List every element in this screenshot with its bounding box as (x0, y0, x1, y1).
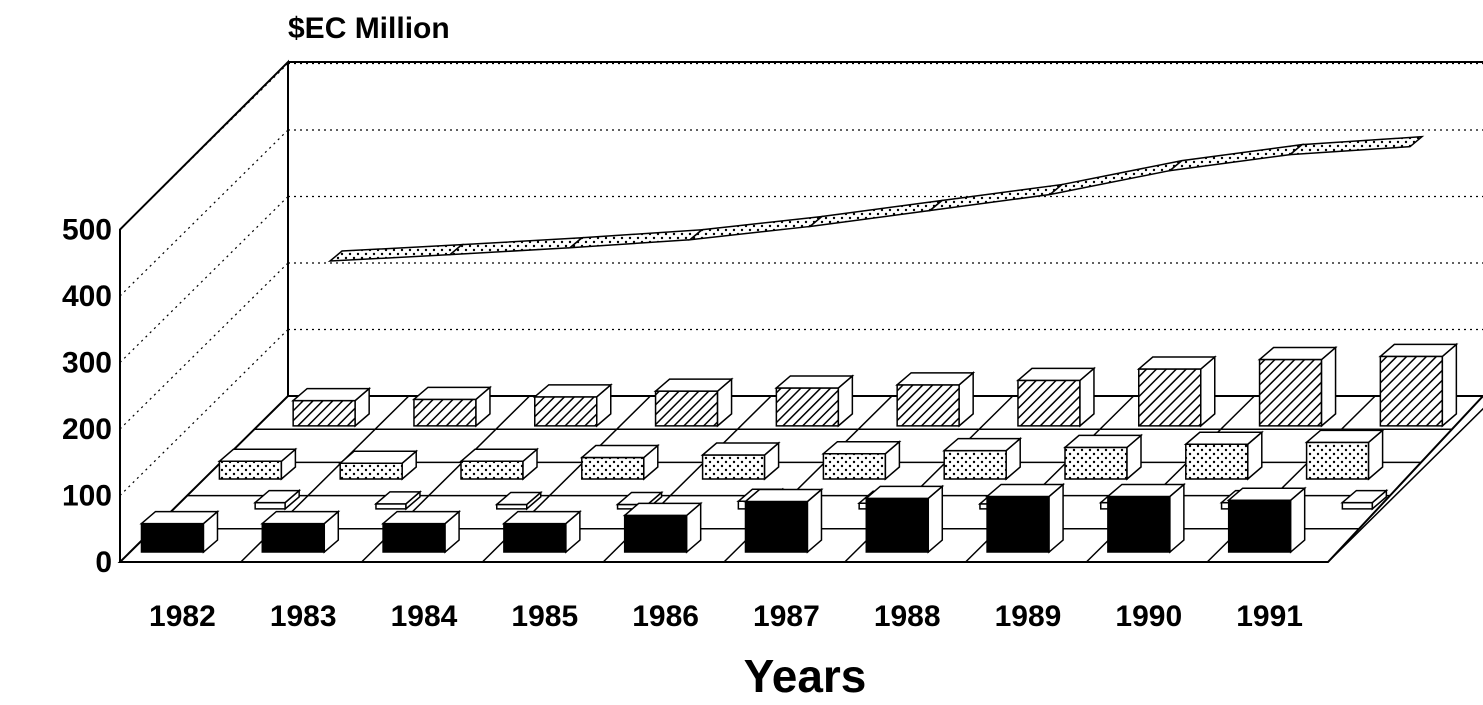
bar-middle (340, 451, 416, 479)
bar-middle (823, 442, 899, 479)
gridlines (120, 64, 1483, 496)
bar-front (866, 486, 942, 552)
bar-middle (1307, 430, 1383, 479)
line-segment (1290, 137, 1422, 155)
x-tick-label: 1988 (874, 600, 941, 633)
bar-middle (703, 443, 779, 479)
bar-middle (1065, 435, 1141, 479)
gridline-wall (120, 197, 288, 363)
x-tick-label: 1990 (1115, 600, 1182, 633)
bar-middle (219, 449, 295, 479)
bars (141, 344, 1456, 552)
bar-back (897, 373, 973, 426)
bar-front (745, 490, 821, 553)
x-tick-label: 1987 (753, 600, 820, 633)
bar-back (656, 379, 732, 426)
bar-middle (461, 449, 537, 479)
bar-front (1229, 488, 1305, 552)
y-tick-label: 200 (62, 413, 112, 446)
bar-back (1380, 344, 1456, 425)
line-segment (930, 185, 1062, 211)
y-tick-label: 100 (62, 480, 112, 513)
y-tick-label: 400 (62, 280, 112, 313)
bar-front-small (255, 491, 299, 509)
x-tick-label: 1983 (270, 600, 337, 633)
bar-front-small (376, 492, 420, 509)
bar-back (1260, 348, 1336, 426)
bar-back (776, 376, 852, 426)
bar-front (141, 512, 217, 552)
x-tick-label: 1984 (391, 600, 458, 633)
bar-back (1139, 357, 1215, 426)
y-tick-label: 0 (95, 546, 112, 579)
line-segment (450, 238, 582, 255)
line-segment (810, 201, 942, 227)
y-tick-labels: 0 100 200 300 400 500 (62, 214, 112, 580)
bar-back (293, 389, 369, 426)
gridline-wall (120, 263, 288, 429)
x-tick-label: 1991 (1236, 600, 1303, 633)
line-segment (1050, 161, 1182, 195)
bar-back (535, 385, 611, 426)
left-wall (120, 62, 288, 562)
bar-front (383, 512, 459, 552)
line-segment (330, 245, 462, 261)
x-tick-label: 1982 (149, 600, 216, 633)
x-tick-label: 1985 (511, 600, 578, 633)
line-segment (570, 230, 702, 248)
x-tick-label: 1989 (995, 600, 1062, 633)
x-axis-title: Years (744, 650, 867, 700)
bar-back (1018, 368, 1094, 425)
line-segment (690, 216, 822, 239)
line-series (330, 137, 1422, 261)
bar-front (987, 484, 1063, 552)
x-tick-label: 1986 (632, 600, 699, 633)
bar-front (504, 512, 580, 552)
bar-front (262, 512, 338, 552)
axes (120, 62, 1483, 562)
bar-front (1108, 484, 1184, 552)
bar-middle (1186, 432, 1262, 479)
bar-back (414, 387, 490, 426)
y-tick-label: 300 (62, 347, 112, 380)
line-segment (1170, 145, 1302, 171)
bar-front (625, 503, 701, 552)
y-axis-title: $EC Million (288, 12, 450, 45)
y-tick-label: 500 (62, 214, 112, 247)
bar-middle (582, 446, 658, 479)
x-tick-labels: 1982 1983 1984 1985 1986 1987 1988 1989 1990 1991 (149, 600, 1303, 633)
bar-middle (944, 439, 1020, 479)
gridline-wall (120, 130, 288, 296)
